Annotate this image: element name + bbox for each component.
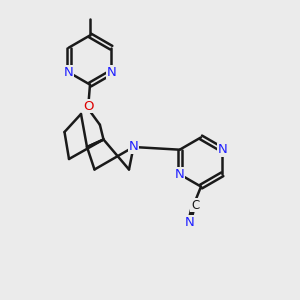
Text: O: O bbox=[83, 100, 94, 113]
Text: C: C bbox=[191, 199, 199, 212]
Text: N: N bbox=[175, 168, 184, 181]
Text: N: N bbox=[218, 143, 227, 156]
Text: N: N bbox=[106, 66, 116, 79]
Text: N: N bbox=[129, 140, 138, 154]
Text: N: N bbox=[64, 66, 74, 79]
Text: N: N bbox=[185, 215, 194, 229]
